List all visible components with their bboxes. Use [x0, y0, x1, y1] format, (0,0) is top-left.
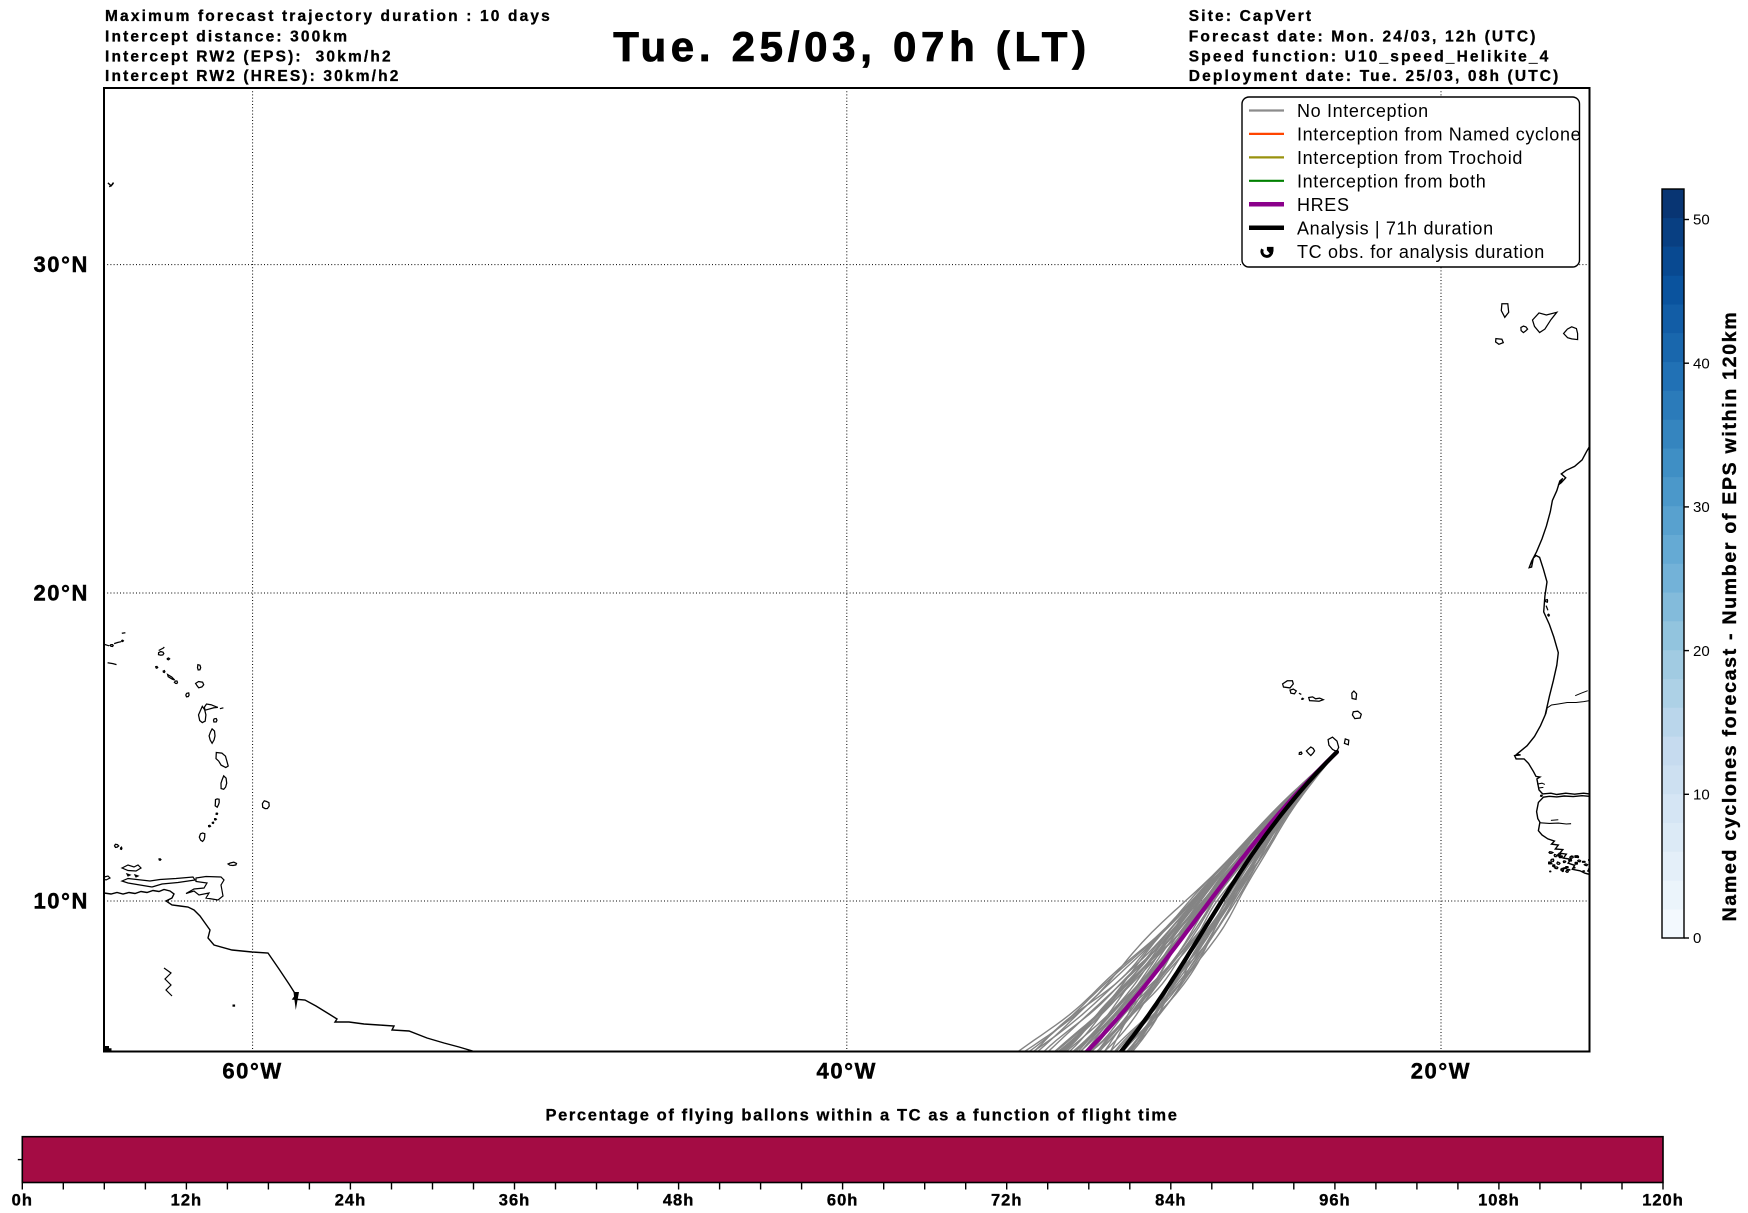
svg-text:Maximum forecast trajectory du: Maximum forecast trajectory duration : 1…: [105, 8, 552, 25]
svg-text:Intercept RW2 (HRES): 30km/h2: Intercept RW2 (HRES): 30km/h2: [105, 68, 400, 85]
svg-text:TC obs. for analysis duration: TC obs. for analysis duration: [1297, 242, 1545, 262]
svg-text:Forecast date: Mon. 24/03, 12h: Forecast date: Mon. 24/03, 12h (UTC): [1189, 28, 1538, 45]
svg-text:30°N: 30°N: [33, 252, 89, 277]
svg-text:60°W: 60°W: [222, 1059, 282, 1084]
svg-text:60h: 60h: [827, 1192, 858, 1210]
svg-text:10: 10: [1693, 787, 1710, 804]
svg-text:24h: 24h: [335, 1192, 366, 1210]
svg-text:Interception from both: Interception from both: [1297, 172, 1486, 192]
svg-text:20°W: 20°W: [1411, 1059, 1471, 1084]
svg-text:Speed function: U10_speed_Heli: Speed function: U10_speed_Helikite_4: [1189, 48, 1551, 65]
svg-text:Deployment date: Tue. 25/03, 0: Deployment date: Tue. 25/03, 08h (UTC): [1189, 68, 1561, 85]
svg-text:Analysis | 71h duration: Analysis | 71h duration: [1297, 218, 1494, 238]
svg-text:40°W: 40°W: [817, 1059, 877, 1084]
svg-text:12h: 12h: [171, 1192, 202, 1210]
svg-text:50: 50: [1693, 212, 1710, 229]
svg-text:36h: 36h: [499, 1192, 530, 1210]
svg-text:Site: CapVert: Site: CapVert: [1189, 8, 1313, 25]
svg-text:Tue. 25/03, 07h (LT): Tue. 25/03, 07h (LT): [613, 23, 1091, 70]
svg-text:20°N: 20°N: [33, 580, 89, 605]
svg-text:84h: 84h: [1155, 1192, 1186, 1210]
svg-text:Interception from Named cyclon: Interception from Named cyclone: [1297, 125, 1581, 145]
svg-text:0h: 0h: [12, 1192, 33, 1210]
svg-text:Intercept RW2 (EPS): 30km/h2: Intercept RW2 (EPS): 30km/h2: [105, 48, 393, 65]
svg-text:0: 0: [1693, 930, 1701, 947]
svg-text:Intercept distance: 300km: Intercept distance: 300km: [105, 28, 349, 45]
svg-text:120h: 120h: [1642, 1192, 1684, 1210]
svg-text:108h: 108h: [1478, 1192, 1520, 1210]
svg-text:96h: 96h: [1319, 1192, 1350, 1210]
svg-text:No Interception: No Interception: [1297, 101, 1429, 121]
svg-text:30: 30: [1693, 499, 1710, 516]
svg-text:Percentage of flying ballons w: Percentage of flying ballons within a TC…: [546, 1107, 1179, 1125]
svg-text:HRES: HRES: [1297, 195, 1350, 215]
svg-text:48h: 48h: [663, 1192, 694, 1210]
svg-text:Interception from Trochoid: Interception from Trochoid: [1297, 148, 1523, 168]
svg-text:Named cyclones forecast - Numb: Named cyclones forecast - Number of EPS …: [1719, 311, 1741, 922]
svg-text:40: 40: [1693, 355, 1710, 372]
svg-text:20: 20: [1693, 643, 1710, 660]
svg-text:10°N: 10°N: [33, 889, 89, 914]
svg-text:72h: 72h: [991, 1192, 1022, 1210]
